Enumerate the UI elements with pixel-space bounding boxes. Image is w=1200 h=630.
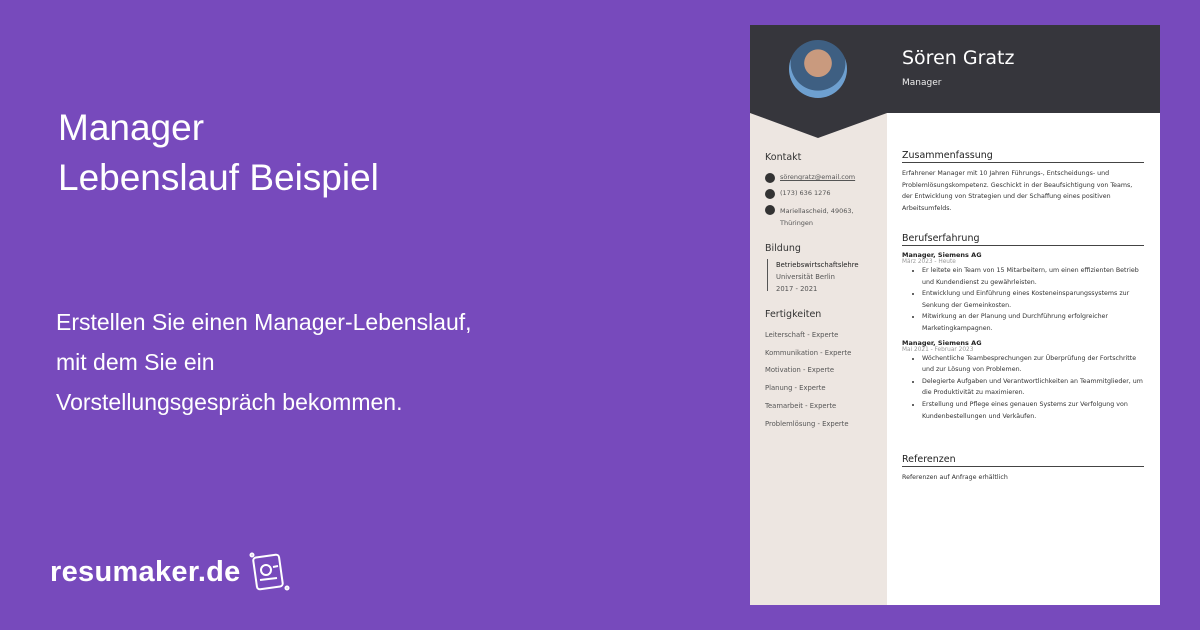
job-title: Manager, Siemens AG: [902, 251, 982, 259]
job-bullet: Entwicklung und Einführung eines Kostene…: [922, 288, 1144, 311]
job-bullet: Delegierte Aufgaben und Verantwortlichke…: [922, 376, 1144, 399]
subtitle-line: mit dem Sie ein: [56, 349, 215, 375]
skill-item: Kommunikation - Experte: [765, 348, 852, 357]
resume-preview: Sören Gratz Manager Kontakt sörengratz@e…: [750, 25, 1160, 605]
job-bullet: Mitwirkung an der Planung und Durchführu…: [922, 311, 1144, 334]
resume-role: Manager: [902, 78, 942, 88]
resume-icon: [249, 552, 290, 591]
skill-item: Teamarbeit - Experte: [765, 401, 837, 410]
job-bullets: Wöchentliche Teambesprechungen zur Überp…: [902, 353, 1144, 423]
contact-phone: (173) 636 1276: [780, 189, 831, 197]
resume-name: Sören Gratz: [902, 47, 1015, 69]
skill-item: Leiterschaft - Experte: [765, 331, 839, 339]
job-title: Manager, Siemens AG: [902, 338, 982, 347]
skill-item: Planung - Experte: [765, 384, 826, 393]
contact-email[interactable]: sörengratz@email.com: [780, 173, 856, 181]
education-heading: Bildung: [765, 243, 801, 254]
job-bullet: Er leitete ein Team von 15 Mitarbeitern,…: [922, 265, 1144, 288]
address-line: Thüringen: [780, 219, 814, 227]
job-bullet: Erstellung und Pflege eines genauen Syst…: [922, 399, 1144, 422]
education-school: Universität Berlin: [776, 273, 835, 281]
job-bullet: Wöchentliche Teambesprechungen zur Überp…: [922, 353, 1144, 376]
subtitle-line: Vorstellungsgespräch bekommen.: [56, 389, 403, 415]
experience-heading: Berufserfahrung: [902, 233, 1144, 246]
header-chevron: [750, 112, 887, 138]
skills-heading: Fertigkeiten: [765, 309, 822, 320]
headline-line: Manager: [58, 107, 205, 148]
references-heading: Referenzen: [902, 454, 1144, 467]
references-section: Referenzen Referenzen auf Anfrage erhält…: [902, 454, 1144, 484]
subtitle-line: Erstellen Sie einen Manager-Lebenslauf,: [56, 309, 472, 335]
brand-logo[interactable]: resumaker.de: [50, 550, 291, 594]
summary-text: Erfahrener Manager mit 10 Jahren Führung…: [902, 170, 1133, 212]
experience-section: Berufserfahrung Manager, Siemens AG März…: [902, 233, 1144, 422]
brand-name: resumaker.de: [50, 555, 241, 588]
email-icon: [765, 173, 775, 183]
avatar: [789, 40, 847, 98]
location-icon: [765, 205, 775, 215]
headline-line: Lebenslauf Beispiel: [58, 157, 379, 198]
contact-heading: Kontakt: [765, 152, 802, 163]
subtitle: Erstellen Sie einen Manager-Lebenslauf, m…: [56, 302, 576, 422]
phone-icon: [765, 189, 775, 199]
education-years: 2017 - 2021: [776, 285, 818, 293]
address-line: Mariellascheid, 49063,: [780, 207, 854, 215]
job-dates: Mai 2021 - Februar 2023: [902, 346, 974, 353]
job-bullets: Er leitete ein Team von 15 Mitarbeitern,…: [902, 265, 1144, 335]
summary-section: Zusammenfassung Erfahrener Manager mit 1…: [902, 150, 1144, 214]
summary-heading: Zusammenfassung: [902, 150, 1144, 163]
references-text: Referenzen auf Anfrage erhältlich: [902, 474, 1008, 481]
education-entry: Betriebswirtschaftslehre Universität Ber…: [767, 259, 859, 293]
headline: Manager Lebenslauf Beispiel: [58, 103, 379, 203]
education-degree: Betriebswirtschaftslehre: [776, 261, 859, 269]
skill-item: Problemlösung - Experte: [765, 419, 849, 428]
job-dates: März 2023 - Heute: [902, 259, 956, 265]
skills-list: Leiterschaft - Experte Kommunikation - E…: [765, 327, 851, 433]
skill-item: Motivation - Experte: [765, 366, 835, 375]
